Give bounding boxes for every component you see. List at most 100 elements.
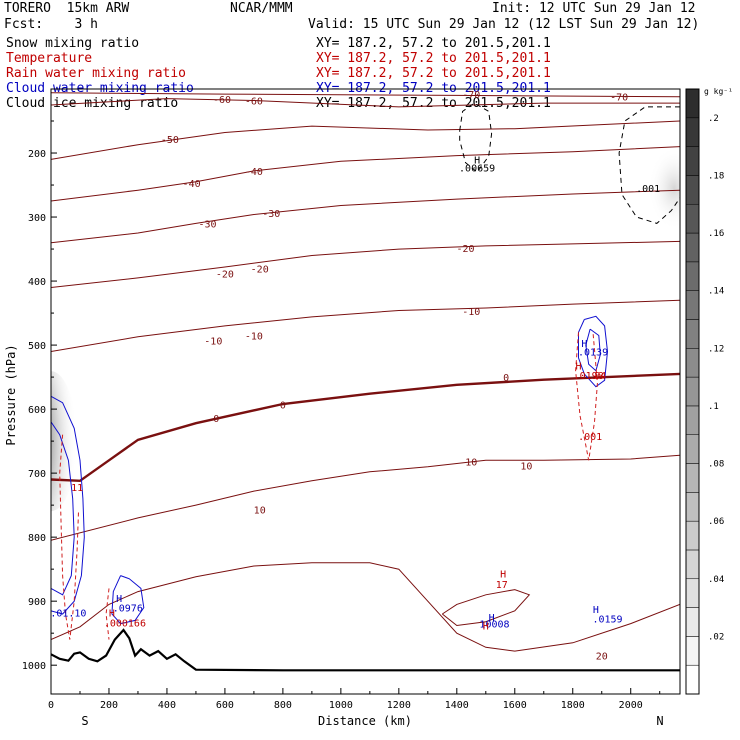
temperature-label: 20 <box>596 652 608 663</box>
maximum-label: .0976 <box>113 604 143 615</box>
temperature-contour--70 <box>51 93 680 97</box>
colorbar-tick-label: .2 <box>708 114 719 124</box>
x-tick-label: 400 <box>158 700 176 711</box>
temperature-contour--20 <box>51 241 680 287</box>
maximum-label: .00659 <box>459 164 495 175</box>
temperature-label: 10 <box>465 458 477 469</box>
temperature-contour--40 <box>51 147 680 201</box>
colorbar-tick-label: .02 <box>708 632 724 642</box>
x-tick-label: 0 <box>48 700 54 711</box>
temperature-label: 0 <box>280 401 286 412</box>
colorbar-step <box>686 204 699 233</box>
colorbar-tick-label: .12 <box>708 344 724 354</box>
colorbar-step <box>686 147 699 176</box>
maximum-label: H <box>483 621 489 632</box>
temperature-label: 10 <box>254 506 266 517</box>
temperature-label: -10 <box>245 331 263 342</box>
temperature-label: -60 <box>213 95 231 106</box>
temperature-contour--30 <box>51 190 680 243</box>
colorbar-tick-label: .04 <box>708 575 724 585</box>
maximum-label: .01.10 <box>50 609 86 620</box>
temperature-label: -70 <box>610 93 628 104</box>
temperature-label: -10 <box>462 307 480 318</box>
colorbar-step <box>686 319 699 348</box>
temperature-label: -10 <box>204 337 222 348</box>
y-tick-label: 500 <box>28 341 46 352</box>
colorbar-step <box>686 175 699 204</box>
colorbar-step <box>686 89 699 118</box>
colorbar-step <box>686 608 699 637</box>
colorbar-step <box>686 521 699 550</box>
colorbar-step <box>686 377 699 406</box>
y-tick-label: 800 <box>28 533 46 544</box>
colorbar-tick-label: .14 <box>708 287 724 297</box>
colorbar-step <box>686 406 699 435</box>
x-end-label-right: N <box>656 714 663 728</box>
maximum-label: .000166 <box>104 618 146 629</box>
colorbar-tick-label: .16 <box>708 229 724 239</box>
maximum-label: .001 <box>636 184 660 195</box>
temperature-contour--50 <box>51 121 680 159</box>
temperature-label: 0 <box>503 373 509 384</box>
x-tick-label: 600 <box>216 700 234 711</box>
colorbar-tick-label: .06 <box>708 517 724 527</box>
colorbar-step <box>686 118 699 147</box>
colorbar-step <box>686 579 699 608</box>
terrain-line <box>51 630 680 670</box>
y-tick-label: 900 <box>28 597 46 608</box>
temperature-label: -20 <box>216 269 234 280</box>
contour-label-layer: -70 -70 -60 -60 -50 -40 -40 -30 -30 -20 -20 -20 -10 -… <box>50 90 660 662</box>
temperature-label: 0 <box>213 414 219 425</box>
temperature-label: -20 <box>456 244 474 255</box>
temperature-label: -50 <box>161 135 179 146</box>
temperature-contour-20 <box>51 563 680 651</box>
colorbar-tick-label: .18 <box>708 171 724 181</box>
mixing-ratio-shading <box>25 146 700 511</box>
temperature-label: -70 <box>462 90 480 101</box>
x-tick-label: 1600 <box>503 700 527 711</box>
maximum-label: .0139 <box>578 347 608 358</box>
colorbar-tick-label: .08 <box>708 460 724 470</box>
y-tick-label: 700 <box>28 469 46 480</box>
x-tick-label: 1800 <box>561 700 585 711</box>
colorbar-step <box>686 291 699 320</box>
x-tick-label: 1200 <box>387 700 411 711</box>
colorbar: .02 .04 .06 .08 .1 .12 .14 .16 .18 .2 <box>686 89 724 694</box>
colorbar-tick-label: .1 <box>708 402 719 412</box>
maximum-label: .001 <box>578 432 602 443</box>
y-tick-label: 200 <box>28 149 46 160</box>
y-tick-label: 600 <box>28 405 46 416</box>
x-end-label-left: S <box>81 714 88 728</box>
y-tick-label: 300 <box>28 213 46 224</box>
temperature-contour-0 <box>51 374 680 481</box>
colorbar-step <box>686 233 699 262</box>
x-tick-label: 1400 <box>445 700 469 711</box>
y-tick-label: 1000 <box>22 661 46 672</box>
colorbar-step <box>686 435 699 464</box>
maximum-label: 11 <box>71 483 83 494</box>
y-axis-label: Pressure (hPa) <box>4 344 18 445</box>
temperature-label: -30 <box>198 219 216 230</box>
colorbar-step <box>686 262 699 291</box>
colorbar-step <box>686 348 699 377</box>
temperature-contour--60 <box>51 99 680 107</box>
y-tick-label: 400 <box>28 277 46 288</box>
colorbar-step <box>686 464 699 493</box>
terrain-layer <box>51 630 680 670</box>
x-axis-label: Distance (km) <box>318 714 412 728</box>
temperature-contour-10 <box>51 455 680 540</box>
temperature-label: -60 <box>245 97 263 108</box>
x-tick-label: 200 <box>100 700 118 711</box>
temperature-label: -40 <box>245 167 263 178</box>
colorbar-unit: g kg⁻¹ <box>704 87 733 96</box>
temperature-label: -30 <box>262 209 280 220</box>
plot-frame <box>51 89 680 694</box>
colorbar-step <box>686 665 699 694</box>
colorbar-step <box>686 550 699 579</box>
x-tick-label: 2000 <box>619 700 643 711</box>
maximum-label: 17 <box>496 580 508 591</box>
colorbar-step <box>686 492 699 521</box>
colorbar-step <box>686 636 699 665</box>
temperature-label: 10 <box>520 461 532 472</box>
